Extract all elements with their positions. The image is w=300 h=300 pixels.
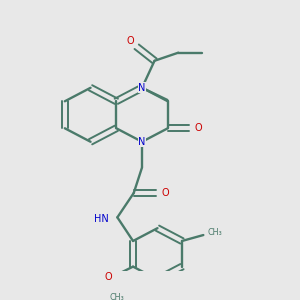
Text: N: N [138, 83, 146, 93]
Text: O: O [161, 188, 169, 198]
Text: CH₃: CH₃ [109, 293, 124, 300]
Text: N: N [138, 137, 146, 147]
Text: CH₃: CH₃ [207, 228, 222, 237]
Text: O: O [105, 272, 112, 282]
Text: O: O [194, 123, 202, 133]
Text: HN: HN [94, 214, 108, 224]
Text: O: O [126, 36, 134, 46]
